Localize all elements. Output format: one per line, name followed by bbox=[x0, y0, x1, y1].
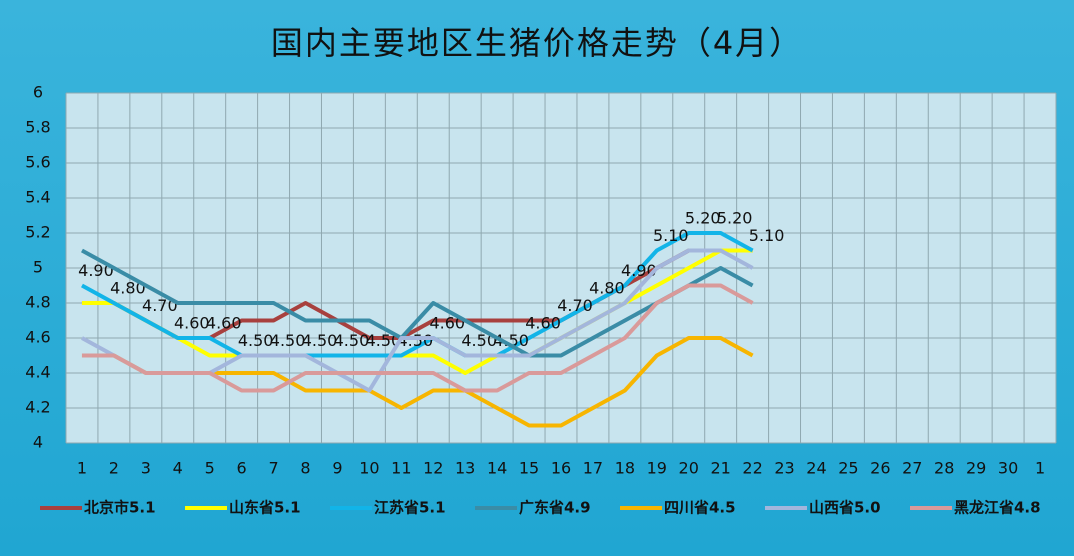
x-tick-label: 5 bbox=[205, 459, 215, 478]
data-label: 4.50 bbox=[302, 331, 338, 350]
data-label: 4.50 bbox=[493, 331, 529, 350]
data-label: 5.10 bbox=[749, 226, 785, 245]
data-label: 4.60 bbox=[174, 314, 210, 333]
data-label: 4.60 bbox=[206, 314, 242, 333]
x-tick-label: 30 bbox=[998, 459, 1018, 478]
legend-label: 山东省5.1 bbox=[229, 499, 301, 517]
x-tick-label: 14 bbox=[487, 459, 507, 478]
x-tick-label: 16 bbox=[551, 459, 571, 478]
data-label: 4.50 bbox=[366, 331, 402, 350]
x-tick-label: 4 bbox=[173, 459, 183, 478]
series-line bbox=[81, 248, 754, 358]
data-label: 5.10 bbox=[653, 226, 689, 245]
x-tick-label: 2 bbox=[109, 459, 119, 478]
data-label: 5.20 bbox=[717, 209, 753, 228]
x-tick-label: 27 bbox=[902, 459, 922, 478]
data-label: 4.50 bbox=[398, 331, 434, 350]
series-line bbox=[81, 248, 753, 375]
x-tick-label: 8 bbox=[300, 459, 310, 478]
x-tick-label: 15 bbox=[519, 459, 539, 478]
y-tick-label: 4 bbox=[33, 433, 43, 452]
x-tick-label: 22 bbox=[742, 459, 762, 478]
data-label: 4.80 bbox=[589, 279, 625, 298]
x-tick-label: 7 bbox=[268, 459, 278, 478]
data-label: 4.50 bbox=[334, 331, 370, 350]
x-tick-label: 1 bbox=[1035, 459, 1045, 478]
data-label: 4.60 bbox=[429, 314, 465, 333]
legend-label: 山西省5.0 bbox=[809, 499, 881, 517]
x-tick-label: 25 bbox=[838, 459, 858, 478]
data-label: 4.90 bbox=[78, 261, 114, 280]
y-tick-label: 5.8 bbox=[25, 118, 50, 137]
data-label: 4.50 bbox=[461, 331, 497, 350]
legend-label: 江苏省5.1 bbox=[374, 499, 446, 517]
x-tick-label: 26 bbox=[870, 459, 890, 478]
x-tick-label: 23 bbox=[774, 459, 794, 478]
x-tick-label: 17 bbox=[583, 459, 603, 478]
chart-title: 国内主要地区生猪价格走势（4月） bbox=[271, 24, 803, 62]
y-tick-label: 4.2 bbox=[25, 398, 50, 417]
data-label: 4.50 bbox=[238, 331, 274, 350]
x-tick-label: 24 bbox=[806, 459, 826, 478]
x-tick-label: 13 bbox=[455, 459, 475, 478]
y-tick-label: 5 bbox=[33, 258, 43, 277]
data-label: 4.70 bbox=[557, 296, 593, 315]
x-tick-label: 29 bbox=[966, 459, 986, 478]
x-tick-label: 18 bbox=[615, 459, 635, 478]
x-tick-label: 20 bbox=[679, 459, 699, 478]
legend-label: 黑龙江省4.8 bbox=[954, 499, 1041, 517]
legend-label: 四川省4.5 bbox=[664, 499, 736, 517]
y-tick-label: 4.4 bbox=[25, 363, 50, 382]
data-label: 4.50 bbox=[270, 331, 306, 350]
x-tick-label: 28 bbox=[934, 459, 954, 478]
y-tick-label: 4.6 bbox=[25, 328, 50, 347]
x-tick-label: 19 bbox=[647, 459, 667, 478]
x-tick-label: 12 bbox=[423, 459, 443, 478]
series-line bbox=[81, 231, 754, 358]
y-tick-label: 5.4 bbox=[25, 188, 50, 207]
x-tick-label: 11 bbox=[391, 459, 411, 478]
series-line bbox=[81, 283, 754, 393]
data-label: 4.90 bbox=[621, 261, 657, 280]
y-tick-label: 6 bbox=[33, 83, 43, 102]
y-tick-label: 4.8 bbox=[25, 293, 50, 312]
y-tick-label: 5.6 bbox=[25, 153, 50, 172]
x-tick-label: 21 bbox=[710, 459, 730, 478]
legend-label: 广东省4.9 bbox=[519, 499, 591, 517]
x-tick-label: 6 bbox=[237, 459, 247, 478]
x-tick-label: 1 bbox=[77, 459, 87, 478]
x-tick-label: 10 bbox=[359, 459, 379, 478]
data-label: 4.80 bbox=[110, 279, 146, 298]
data-label: 5.20 bbox=[685, 209, 721, 228]
data-label: 4.60 bbox=[525, 314, 561, 333]
x-tick-label: 3 bbox=[141, 459, 151, 478]
y-tick-label: 5.2 bbox=[25, 223, 50, 242]
data-label: 4.70 bbox=[142, 296, 178, 315]
legend-label: 北京市5.1 bbox=[84, 499, 156, 517]
x-tick-label: 9 bbox=[332, 459, 342, 478]
